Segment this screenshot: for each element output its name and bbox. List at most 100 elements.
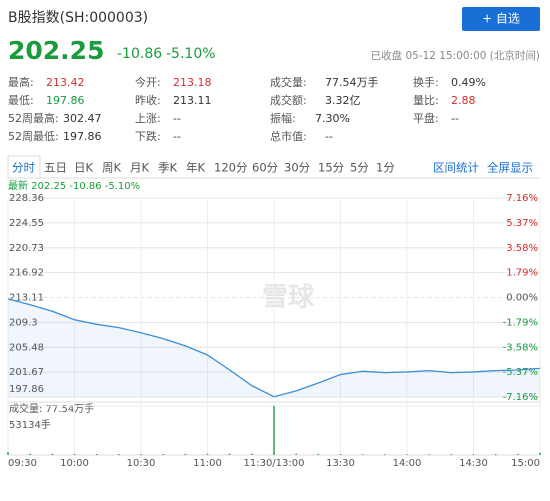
stat-value: 197.86 [46, 94, 85, 107]
stat-label: 总市值: [270, 129, 307, 143]
tab[interactable]: 30分 [284, 161, 311, 175]
stat-label: 昨收: [135, 93, 161, 107]
volume-bar [317, 453, 320, 455]
stat-value: 302.47 [63, 112, 102, 125]
stat-value: -- [451, 112, 459, 125]
y2-tick-label: 0.00% [506, 293, 538, 304]
stat-label: 振幅: [270, 111, 296, 125]
volume-bar [162, 453, 164, 455]
y-tick-label: 209.3 [9, 317, 38, 328]
stat-label: 上涨: [135, 112, 161, 125]
tab[interactable]: 120分 [214, 161, 248, 175]
stat-value: 0.49% [451, 76, 486, 89]
volume-bar [73, 453, 76, 455]
volume-bar [118, 453, 120, 455]
tab[interactable]: 5分 [350, 161, 369, 175]
y-tick-label: 220.73 [9, 243, 44, 254]
volume-bar [450, 454, 453, 455]
y2-tick-label: 1.79% [506, 268, 538, 279]
tab[interactable]: 1分 [376, 161, 395, 175]
active-tab-box [7, 155, 41, 179]
stat-value: -- [173, 112, 181, 125]
stat-value: 7.30% [315, 112, 350, 125]
volume-bar [295, 453, 297, 455]
stat-label: 52周最低: [8, 130, 59, 143]
status: 已收盘 05-12 15:00:00 (北京时间) [371, 49, 540, 62]
stat-value: 77.54万手 [325, 75, 379, 89]
tab[interactable]: 月K [130, 161, 149, 175]
stat-label: 最低: [8, 94, 34, 107]
stat-label: 平盘: [413, 111, 439, 125]
volume-bar [494, 454, 497, 455]
y-tick-label: 201.67 [9, 367, 44, 378]
y2-tick-label: 5.37% [506, 218, 538, 229]
stat-value: 213.42 [46, 76, 85, 89]
change-pct: -5.10% [166, 46, 216, 62]
stat-value: -- [325, 130, 333, 143]
x-tick-label: 10:30 [127, 458, 156, 469]
stat-label: 52周最高: [8, 111, 59, 125]
y2-tick-label: -7.16% [503, 392, 538, 403]
stat-value: 213.18 [173, 76, 212, 89]
x-tick-label: 11:30/13:00 [243, 458, 304, 469]
volume-bar [384, 454, 386, 455]
volume-bar [51, 453, 54, 455]
volume-bar [29, 453, 31, 455]
volume-bar [184, 453, 187, 455]
y-tick-label: 213.11 [9, 293, 44, 304]
volume-bar [228, 453, 231, 455]
volume-bar [251, 453, 253, 455]
volume-bar [140, 454, 142, 455]
x-tick-label: 10:00 [60, 458, 89, 469]
stat-label: 最高: [8, 75, 34, 89]
tab[interactable]: 五日 [44, 161, 67, 175]
tab[interactable]: 日K [74, 161, 93, 175]
y2-tick-label: -3.58% [503, 342, 538, 353]
stat-value: 2.88 [451, 94, 476, 107]
stat-value: 197.86 [63, 130, 102, 143]
change: -10.86 [117, 46, 162, 62]
add-watch-button[interactable]: + 自选 [482, 12, 520, 26]
volume-bar [95, 453, 98, 455]
x-tick-label: 14:30 [459, 458, 488, 469]
legend-text: 最新 202.25 -10.86 -5.10% [8, 179, 140, 192]
stat-label: 今开: [135, 75, 161, 89]
y-tick-label: 224.55 [9, 218, 44, 229]
y2-tick-label: 7.16% [506, 193, 538, 204]
volume-bar [472, 454, 475, 455]
y2-tick-label: -5.37% [503, 367, 538, 378]
stat-value: -- [173, 130, 181, 143]
title: B股指数(SH:000003) [8, 10, 148, 26]
volume-bar [406, 454, 408, 455]
x-tick-label: 11:00 [193, 458, 222, 469]
volume-bar [539, 452, 541, 455]
x-tick-label: 09:30 [8, 458, 37, 469]
tab[interactable]: 季K [158, 161, 177, 175]
x-tick-label: 15:00 [511, 458, 540, 469]
y-tick-label: 205.48 [9, 342, 44, 353]
stat-label: 换手: [413, 75, 439, 89]
add-watch-button-bg[interactable] [462, 7, 540, 31]
volume-bar [273, 406, 275, 455]
tab[interactable]: 年K [186, 161, 205, 175]
volume-bar [7, 452, 9, 455]
y-tick-label: 197.86 [9, 384, 44, 395]
tab[interactable]: 15分 [318, 161, 345, 175]
tab[interactable]: 60分 [252, 161, 279, 175]
stat-value: 213.11 [173, 94, 212, 107]
tab[interactable]: 周K [102, 161, 121, 175]
volume-bar [428, 454, 430, 455]
tab-link[interactable]: 全屏显示 [487, 161, 533, 175]
tab-link[interactable]: 区间统计 [433, 161, 479, 175]
y2-tick-label: 3.58% [506, 243, 538, 254]
volume-title: 成交量: 77.54万手 [9, 402, 94, 415]
tab[interactable]: 分时 [12, 161, 35, 175]
stat-label: 成交额: [270, 93, 307, 107]
price-line [7, 298, 541, 398]
y-tick-label: 228.36 [9, 193, 44, 204]
y2-tick-label: -1.79% [503, 317, 538, 328]
volume-bar [361, 454, 364, 455]
stat-label: 下跌: [135, 129, 161, 143]
volume-tick-label: 53134手 [9, 418, 51, 431]
